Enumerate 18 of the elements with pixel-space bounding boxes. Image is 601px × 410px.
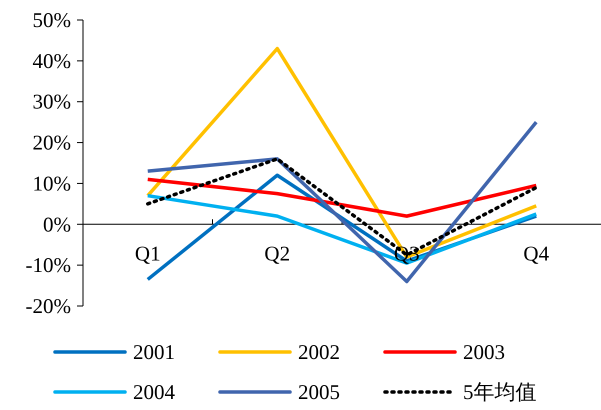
legend-label: 2002 <box>298 340 340 364</box>
legend-label: 2005 <box>298 380 340 404</box>
x-tick-label: Q4 <box>523 241 550 266</box>
y-tick-label: -20% <box>26 294 71 318</box>
y-tick-label: 40% <box>32 48 71 73</box>
line-series <box>146 178 538 218</box>
y-tick-label: 30% <box>32 90 71 114</box>
y-tick-label: 0% <box>43 212 71 236</box>
legend-label: 2004 <box>133 380 176 404</box>
y-tick-label: 10% <box>32 171 71 196</box>
y-tick-label: -10% <box>26 253 71 278</box>
y-tick-label: 50% <box>32 8 71 32</box>
x-tick-label: Q2 <box>264 241 290 266</box>
legend-label: 2001 <box>133 340 175 364</box>
x-tick-label: Q1 <box>134 241 161 266</box>
y-tick-label: 20% <box>32 130 71 155</box>
legend-label: 2003 <box>463 340 505 364</box>
legend-label: 5年均值 <box>463 380 536 404</box>
